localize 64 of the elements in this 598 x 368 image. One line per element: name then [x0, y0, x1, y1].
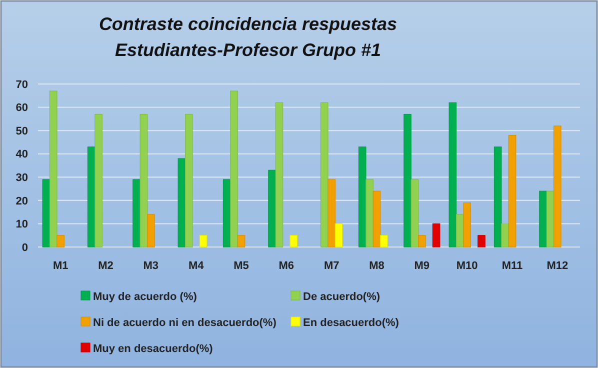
bar — [494, 146, 502, 248]
legend-label: En desacuerdo(%) — [303, 316, 400, 329]
bar — [508, 134, 516, 248]
y-tick-label: 40 — [16, 148, 28, 161]
bar — [268, 170, 276, 248]
y-tick-label: 0 — [22, 242, 28, 254]
legend-label: De acuerdo(%) — [303, 290, 380, 303]
bar — [199, 235, 208, 248]
bar — [140, 114, 148, 248]
bar — [463, 202, 471, 248]
bar — [539, 190, 547, 248]
y-tick-label: 10 — [16, 218, 28, 231]
bar — [184, 114, 193, 248]
x-tick-label: M10 — [456, 260, 478, 272]
x-tick-label: M8 — [369, 260, 384, 272]
bar — [456, 214, 464, 248]
y-tick-label: 20 — [16, 195, 28, 208]
legend-label: Muy de acuerdo (%) — [93, 290, 198, 303]
chart-title: Contraste coincidencia respuestas Estudiantes-Profesor Grupo #1 — [98, 14, 398, 60]
bar — [404, 114, 412, 248]
bar — [328, 179, 336, 248]
x-tick-label: M11 — [502, 260, 523, 272]
x-tick-label: M5 — [234, 260, 249, 272]
bar — [222, 179, 231, 248]
y-tick-label: 50 — [16, 125, 28, 138]
bar — [478, 235, 486, 248]
x-tick-label: M4 — [188, 260, 205, 272]
bar — [230, 90, 238, 248]
x-tick-label: M6 — [278, 260, 294, 272]
bar — [178, 158, 186, 248]
bar — [42, 179, 50, 248]
bar — [448, 102, 457, 248]
y-tick-label: 60 — [16, 102, 28, 114]
bar — [147, 214, 155, 248]
x-tick-label: M1 — [52, 260, 68, 272]
bar — [554, 126, 562, 248]
bar — [372, 190, 381, 248]
bar — [237, 235, 246, 248]
bar — [132, 179, 140, 248]
bar — [275, 102, 284, 248]
bar — [290, 235, 298, 248]
bar — [49, 90, 58, 248]
bar — [546, 190, 554, 248]
y-tick-label: 30 — [16, 172, 28, 184]
bar — [358, 146, 366, 248]
bar — [94, 114, 102, 248]
legend-label: Ni de acuerdo ni en desacuerdo(%) — [93, 316, 277, 329]
x-tick-label: M2 — [98, 260, 114, 272]
x-tick-label: M12 — [546, 260, 568, 272]
bar — [366, 179, 374, 248]
bar — [334, 223, 343, 248]
legend-label: Muy en desacuerdo(%) — [93, 342, 214, 355]
y-tick-label: 70 — [16, 78, 28, 91]
bar — [418, 235, 426, 248]
bar — [501, 223, 509, 248]
bar — [410, 179, 419, 248]
bar — [320, 102, 328, 248]
x-tick-label: M9 — [414, 260, 430, 272]
bar — [87, 146, 96, 248]
bar — [56, 235, 64, 248]
x-tick-label: M7 — [324, 260, 340, 272]
bar — [380, 235, 388, 248]
bar — [432, 223, 440, 248]
x-tick-label: M3 — [143, 260, 159, 272]
